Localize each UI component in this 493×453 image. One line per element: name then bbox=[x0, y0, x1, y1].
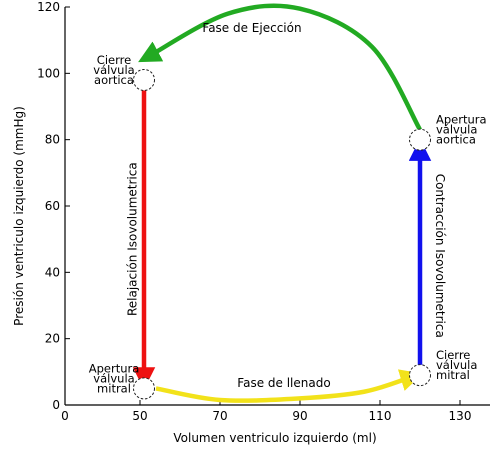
y-tick-label: 0 bbox=[52, 398, 60, 412]
valve-label-apertura-mitral-line2: válvula bbox=[93, 371, 134, 385]
series-label-3: Fase de llenado bbox=[237, 376, 330, 390]
series-label-1: Fase de Ejección bbox=[202, 21, 301, 35]
y-tick-label: 80 bbox=[45, 133, 60, 147]
series-label-4: Contracción Isovolumetrica bbox=[433, 174, 447, 338]
valve-label-apertura-mitral-line1: Apertura bbox=[89, 361, 140, 375]
x-tick-label: 70 bbox=[212, 409, 227, 423]
x-tick-label: 0 bbox=[61, 409, 69, 423]
x-axis-title: Volumen ventriculo izquierdo (ml) bbox=[173, 431, 376, 445]
x-tick-label: 50 bbox=[132, 409, 147, 423]
valve-label-cierre-aortica-line3: aortica bbox=[94, 73, 134, 87]
valve-label-cierre-aortica-line2: válvula bbox=[93, 63, 134, 77]
valve-point-apertura-mitral bbox=[133, 377, 155, 400]
valve-label-apertura-aortica-line3: aortica bbox=[436, 133, 476, 147]
series-arrow-1 bbox=[138, 3, 422, 131]
series-layer bbox=[132, 3, 432, 403]
valve-point-cierre-aortica bbox=[133, 68, 155, 91]
valve-points-layer bbox=[133, 68, 431, 400]
series-arrow-3 bbox=[155, 369, 423, 403]
x-tick-label: 110 bbox=[369, 409, 392, 423]
valve-label-apertura-mitral-line3: mitral bbox=[97, 381, 131, 395]
y-tick-label: 40 bbox=[45, 265, 60, 279]
valve-label-cierre-mitral-line3: mitral bbox=[436, 368, 470, 382]
y-tick-label: 100 bbox=[37, 66, 60, 80]
y-axis-title: Presión ventriculo izquierdo (mmHg) bbox=[12, 106, 26, 326]
valve-point-cierre-mitral bbox=[409, 364, 431, 387]
y-tick-label: 120 bbox=[37, 0, 60, 14]
valve-point-apertura-aortica bbox=[409, 128, 431, 151]
labels-layer: Fase de Ejección Relajación Isovolumetric… bbox=[89, 21, 487, 396]
axes: 0 50 70 90 110 130 0 20 40 60 80 100 120 Volumen vent… bbox=[12, 0, 490, 445]
valve-label-cierre-mitral-line1: Cierre bbox=[436, 348, 470, 362]
y-tick-label: 20 bbox=[45, 332, 60, 346]
valve-label-cierre-aortica-line1: Cierre bbox=[97, 53, 131, 67]
x-tick-label: 90 bbox=[292, 409, 307, 423]
y-tick-label: 60 bbox=[45, 199, 60, 213]
series-label-2: Relajación Isovolumetrica bbox=[125, 162, 139, 316]
valve-label-cierre-mitral-line2: válvula bbox=[436, 358, 477, 372]
valve-label-apertura-aortica-line1: Apertura bbox=[436, 113, 487, 127]
valve-label-apertura-aortica-line2: válvula bbox=[436, 123, 477, 137]
x-tick-label: 130 bbox=[449, 409, 472, 423]
